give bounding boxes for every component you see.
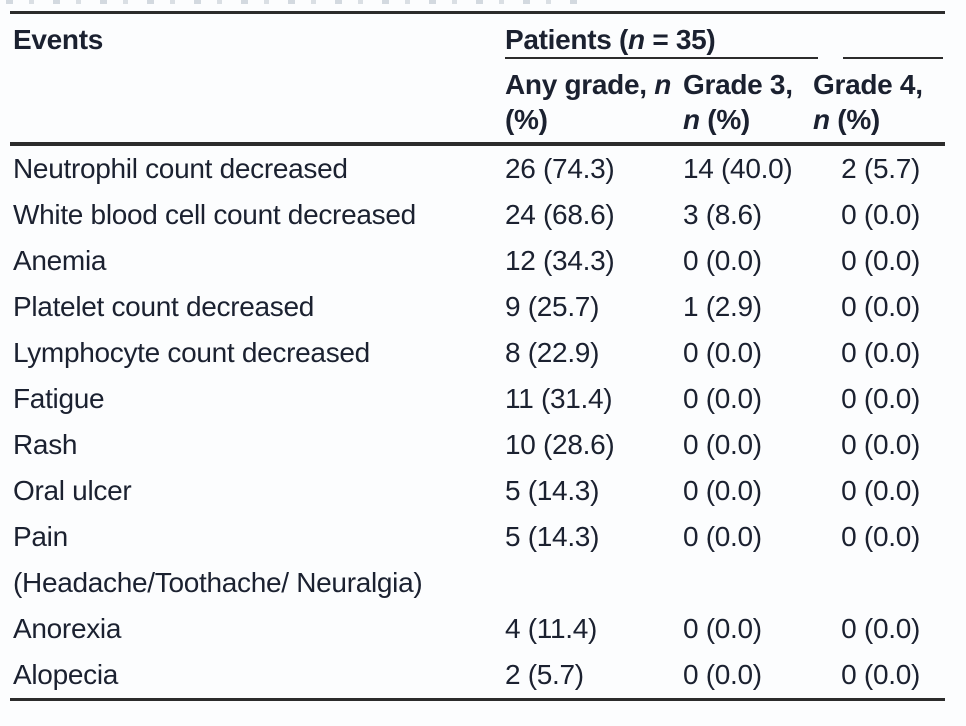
any-grade-cell: 4 (11.4) (505, 613, 598, 644)
events-column-header: Events (13, 24, 104, 55)
event-cell: Oral ulcer (13, 475, 132, 506)
grade3-cell: 0 (0.0) (683, 383, 762, 414)
event-cell: Neutrophil count decreased (13, 153, 348, 184)
patients-spanner-header: Patients (n = 35) (505, 24, 716, 55)
event-cell: Alopecia (13, 659, 119, 690)
event-line1: Pain (13, 521, 68, 552)
table-row: Alopecia 2 (5.7) 0 (0.0) 0 (0.0) (10, 652, 945, 698)
header-row-spanner: Events Patients (n = 35) (10, 22, 945, 57)
any-grade-cell: 5 (14.3) (505, 521, 600, 552)
grade4-cell: 0 (0.0) (841, 245, 920, 276)
any-grade-cell: 10 (28.6) (505, 429, 615, 460)
adverse-events-table: Events Patients (n = 35) Any grade, n (%… (10, 11, 945, 701)
grade3-cell: 0 (0.0) (683, 245, 762, 276)
grade4-cell: 0 (0.0) (841, 429, 920, 460)
any-grade-cell: 5 (14.3) (505, 475, 600, 506)
table-row: Platelet count decreased 9 (25.7) 1 (2.9… (10, 284, 945, 330)
table-row: Lymphocyte count decreased 8 (22.9) 0 (0… (10, 330, 945, 376)
spanner-underline-left (505, 57, 818, 59)
table-row: Anemia 12 (34.3) 0 (0.0) 0 (0.0) (10, 238, 945, 284)
any-grade-column-header: Any grade, n (%) (505, 69, 672, 135)
spanner-underline-right (843, 57, 943, 59)
grade3-column-header: Grade 3, n (%) (683, 69, 793, 135)
event-cell: White blood cell count decreased (13, 199, 416, 230)
grade3-cell: 0 (0.0) (683, 521, 762, 552)
grade3-cell: 0 (0.0) (683, 475, 762, 506)
table-row: Fatigue 11 (31.4) 0 (0.0) 0 (0.0) (10, 376, 945, 422)
grade4-cell: 0 (0.0) (841, 383, 920, 414)
table-row: Pain (Headache/Toothache/ Neuralgia) 5 (… (10, 514, 945, 606)
cropped-caption-remnant (6, 0, 584, 4)
event-cell: Anorexia (13, 613, 122, 644)
grade3-cell: 0 (0.0) (683, 613, 762, 644)
table-row: Rash 10 (28.6) 0 (0.0) 0 (0.0) (10, 422, 945, 468)
table-row: Oral ulcer 5 (14.3) 0 (0.0) 0 (0.0) (10, 468, 945, 514)
any-grade-cell: 26 (74.3) (505, 153, 615, 184)
grade4-cell: 0 (0.0) (841, 199, 920, 230)
italic-n: n (683, 104, 700, 135)
header-divider-rule (10, 142, 945, 146)
grade3-cell: 14 (40.0) (683, 153, 793, 184)
table-row: Anorexia 4 (11.4) 0 (0.0) 0 (0.0) (10, 606, 945, 652)
italic-n: n (654, 69, 672, 100)
grade3-cell: 0 (0.0) (683, 429, 762, 460)
table-row: White blood cell count decreased 24 (68.… (10, 192, 945, 238)
grade3-cell: 1 (2.9) (683, 291, 762, 322)
table-row: Neutrophil count decreased 26 (74.3) 14 … (10, 146, 945, 192)
event-cell: Rash (13, 429, 78, 460)
event-cell: Anemia (13, 245, 107, 276)
event-cell: Pain (Headache/Toothache/ Neuralgia) (10, 514, 505, 606)
grade4-cell: 0 (0.0) (841, 521, 920, 552)
spanner-underline (10, 57, 945, 59)
subheader-empty-cell (10, 67, 505, 137)
grade4-cell: 0 (0.0) (841, 613, 920, 644)
subheader-row: Any grade, n (%) Grade 3, n (%) Grade 4,… (10, 67, 945, 137)
italic-n: n (628, 24, 645, 55)
any-grade-cell: 8 (22.9) (505, 337, 600, 368)
any-grade-cell: 24 (68.6) (505, 199, 615, 230)
grade4-cell: 0 (0.0) (841, 337, 920, 368)
top-rule (10, 11, 945, 14)
italic-n: n (813, 104, 830, 135)
grade3-cell: 0 (0.0) (683, 659, 762, 690)
any-grade-cell: 9 (25.7) (505, 291, 600, 322)
grade4-column-header: Grade 4, n (%) (813, 69, 923, 135)
any-grade-cell: 11 (31.4) (505, 383, 613, 414)
grade4-cell: 0 (0.0) (841, 291, 920, 322)
event-cell: Fatigue (13, 383, 105, 414)
grade4-cell: 0 (0.0) (841, 475, 920, 506)
bottom-rule (10, 698, 945, 701)
event-line2: (Headache/Toothache/ Neuralgia) (13, 567, 423, 598)
table-body: Neutrophil count decreased 26 (74.3) 14 … (10, 146, 945, 698)
any-grade-cell: 2 (5.7) (505, 659, 584, 690)
grade4-cell: 0 (0.0) (841, 659, 920, 690)
grade3-cell: 3 (8.6) (683, 199, 762, 230)
event-cell: Platelet count decreased (13, 291, 315, 322)
grade4-cell: 2 (5.7) (841, 153, 920, 184)
event-cell: Lymphocyte count decreased (13, 337, 370, 368)
any-grade-cell: 12 (34.3) (505, 245, 615, 276)
grade3-cell: 0 (0.0) (683, 337, 762, 368)
